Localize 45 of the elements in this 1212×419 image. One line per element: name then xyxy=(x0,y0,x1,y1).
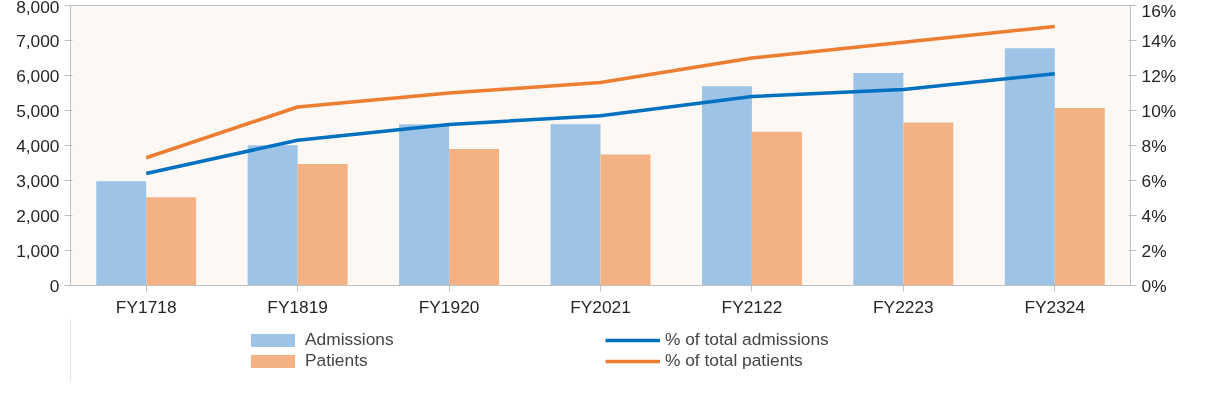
legend-label: % of total admissions xyxy=(665,329,830,350)
bar xyxy=(96,181,147,286)
bar xyxy=(297,164,348,286)
y-tick-label: 5,000 xyxy=(16,100,60,121)
y2-tick-label: 4% xyxy=(1141,205,1167,226)
y-tick-label: 3,000 xyxy=(16,170,60,191)
legend-label: Admissions xyxy=(305,329,395,350)
y-tick-label: 2,000 xyxy=(16,205,60,226)
x-tick-label: FY1718 xyxy=(115,296,177,317)
bar xyxy=(550,124,601,286)
x-tick-label: FY1920 xyxy=(418,296,480,317)
legend-label: Patients xyxy=(305,350,369,371)
y2-tick-label: 2% xyxy=(1141,240,1167,261)
bar xyxy=(449,149,500,286)
bar xyxy=(903,122,954,286)
y2-tick-label: 8% xyxy=(1141,135,1167,156)
y2-tick-label: 10% xyxy=(1141,100,1177,121)
y-tick-label: 8,000 xyxy=(16,0,60,17)
bar xyxy=(701,86,752,286)
y2-tick-label: 6% xyxy=(1141,170,1167,191)
legend-label: % of total patients xyxy=(665,350,804,371)
bar xyxy=(751,131,802,286)
y2-tick-label: 0% xyxy=(1141,275,1167,296)
bar xyxy=(853,73,904,286)
x-tick-label: FY2122 xyxy=(721,296,783,317)
y-tick-label: 0 xyxy=(49,275,60,296)
y-tick-label: 6,000 xyxy=(16,65,60,86)
y-tick-label: 1,000 xyxy=(16,240,60,261)
line-series xyxy=(144,72,1057,176)
bar xyxy=(600,154,651,286)
y2-tick-label: 16% xyxy=(1141,0,1177,21)
y-tick-label: 7,000 xyxy=(16,30,60,51)
y-tick-label: 4,000 xyxy=(16,135,60,156)
bar xyxy=(399,124,450,286)
x-tick-label: FY1819 xyxy=(267,296,328,317)
bar xyxy=(247,145,298,286)
line-series xyxy=(144,24,1057,160)
y2-tick-label: 14% xyxy=(1141,30,1177,51)
x-tick-label: FY2223 xyxy=(873,296,934,317)
x-tick-label: FY2324 xyxy=(1024,296,1086,317)
bar xyxy=(1054,108,1105,286)
x-tick-label: FY2021 xyxy=(570,296,631,317)
bar xyxy=(1004,48,1055,286)
bar xyxy=(146,197,197,286)
y2-tick-label: 12% xyxy=(1141,65,1177,86)
